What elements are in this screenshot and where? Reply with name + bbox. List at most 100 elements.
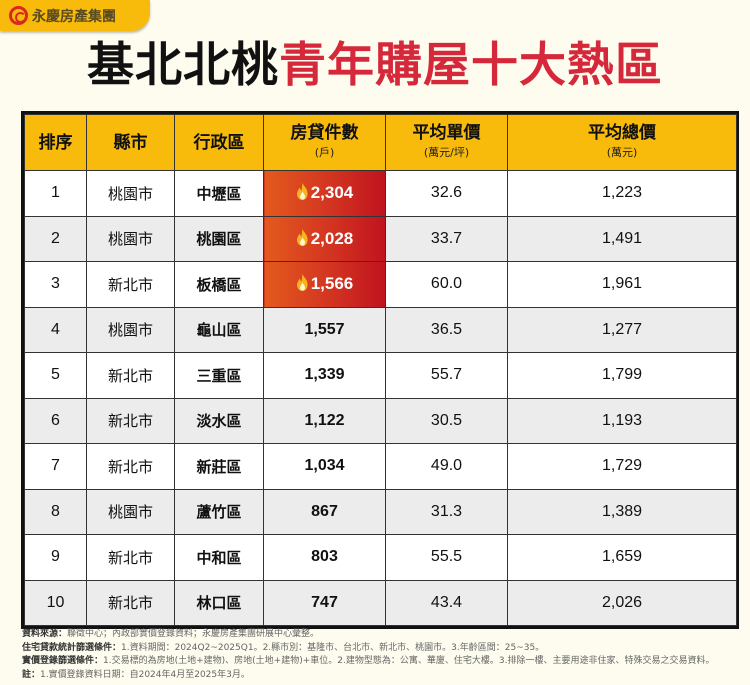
title-topic: 青年購屋十大熱區 <box>279 38 663 93</box>
loan-count-value: 747 <box>311 593 338 611</box>
cell-district: 中壢區 <box>174 170 264 217</box>
flame-icon <box>296 183 309 201</box>
header-label: 行政區 <box>193 132 245 153</box>
cell-total-price: 1,659 <box>507 534 737 581</box>
note-label: 實價登錄篩選條件： <box>22 656 104 666</box>
cell-city: 新北市 <box>86 579 175 626</box>
loan-count-value: 2,028 <box>310 228 354 248</box>
cell-district: 中和區 <box>174 534 264 581</box>
table-row: 3 新北市 板橋區 1,566 60.0 1,961 <box>24 261 737 308</box>
cell-rank: 8 <box>24 488 87 535</box>
table-row: 9 新北市 中和區 803 55.5 1,659 <box>24 534 737 581</box>
note-label: 住宅貸款統計篩選條件： <box>22 642 122 653</box>
header-unit: (萬元) <box>606 145 638 159</box>
table-header-row: 排序 縣市 行政區 房貸件數 (戶) 平均單價 (萬元/坪) 平均總價 (萬元) <box>24 114 737 171</box>
cell-rank: 3 <box>24 261 87 308</box>
cell-rank: 6 <box>24 397 87 444</box>
header-total-price: 平均總價 (萬元) <box>507 114 737 171</box>
cell-total-price: 1,729 <box>507 443 737 490</box>
cell-district: 蘆竹區 <box>174 488 264 535</box>
flame-icon <box>296 274 309 292</box>
cell-district: 板橋區 <box>174 261 264 308</box>
cell-rank: 9 <box>24 534 87 581</box>
cell-district: 桃園區 <box>174 215 264 262</box>
cell-unit-price: 55.7 <box>385 352 508 399</box>
cell-unit-price: 32.6 <box>385 170 508 217</box>
table-row: 5 新北市 三重區 1,339 55.7 1,799 <box>24 352 737 399</box>
cell-unit-price: 60.0 <box>385 261 508 308</box>
note-text: 聯徵中心；內政部實價登錄資料；永慶房產集團研展中心彙整。 <box>67 629 320 639</box>
loan-count-value: 1,566 <box>310 274 354 294</box>
cell-city: 新北市 <box>86 261 175 308</box>
cell-district: 三重區 <box>174 352 264 399</box>
cell-rank: 2 <box>24 215 87 262</box>
cell-loan-count: 2,028 <box>263 215 386 262</box>
cell-total-price: 1,799 <box>507 352 737 399</box>
cell-city: 桃園市 <box>86 306 175 353</box>
cell-rank: 4 <box>24 306 87 353</box>
cell-city: 新北市 <box>86 397 175 444</box>
note-text: 1.實價登錄資料日期：自2024年4月至2025年3月。 <box>40 669 250 680</box>
note-text: 1.交易標的為房地(土地+建物)、房地(土地+建物)+車位。2.建物型態為：公寓… <box>103 656 715 666</box>
footnotes: 資料來源：聯徵中心；內政部實價登錄資料；永慶房產集團研展中心彙整。 住宅貸款統計… <box>22 628 742 682</box>
cell-unit-price: 36.5 <box>385 306 508 353</box>
title-region: 基北北桃 <box>87 38 279 93</box>
cell-loan-count: 1,339 <box>263 352 386 399</box>
cell-rank: 1 <box>24 170 87 217</box>
cell-city: 桃園市 <box>86 488 175 535</box>
header-unit: (萬元/坪) <box>423 145 470 159</box>
header-loan-count: 房貸件數 (戶) <box>263 114 386 171</box>
header-unit: (戶) <box>314 145 335 159</box>
loan-count-value: 1,339 <box>304 366 345 384</box>
header-label: 平均單價 <box>412 122 481 143</box>
table-row: 7 新北市 新莊區 1,034 49.0 1,729 <box>24 443 737 490</box>
note-label: 資料來源： <box>22 629 68 639</box>
table-row: 1 桃園市 中壢區 2,304 32.6 1,223 <box>24 170 737 217</box>
cell-city: 新北市 <box>86 443 175 490</box>
cell-city: 桃園市 <box>86 170 175 217</box>
header-label: 平均總價 <box>588 122 656 143</box>
cell-loan-count: 1,122 <box>263 397 386 444</box>
table-row: 2 桃園市 桃園區 2,028 33.7 1,491 <box>24 215 737 262</box>
cell-loan-count: 867 <box>263 488 386 535</box>
flame-icon <box>296 228 309 246</box>
cell-total-price: 1,961 <box>507 261 737 308</box>
cell-loan-count: 1,557 <box>263 306 386 353</box>
loan-count-value: 867 <box>311 502 338 520</box>
loan-count-value: 1,557 <box>304 320 345 338</box>
cell-loan-count: 1,034 <box>263 443 386 490</box>
note-transaction-criteria: 實價登錄篩選條件：1.交易標的為房地(土地+建物)、房地(土地+建物)+車位。2… <box>22 655 742 669</box>
cell-district: 淡水區 <box>174 397 264 444</box>
brand-banner: 永慶房產集團 <box>0 0 150 31</box>
cell-total-price: 1,491 <box>507 215 737 262</box>
header-rank: 排序 <box>24 114 87 171</box>
cell-unit-price: 31.3 <box>385 488 508 535</box>
cell-district: 林口區 <box>174 579 264 626</box>
table-row: 10 新北市 林口區 747 43.4 2,026 <box>24 579 737 626</box>
loan-count-value: 803 <box>311 548 338 566</box>
cell-loan-count: 747 <box>263 579 386 626</box>
cell-district: 龜山區 <box>174 306 264 353</box>
cell-total-price: 1,277 <box>507 306 737 353</box>
cell-total-price: 2,026 <box>507 579 737 626</box>
table-row: 4 桃園市 龜山區 1,557 36.5 1,277 <box>24 306 737 353</box>
cell-unit-price: 49.0 <box>385 443 508 490</box>
header-unit-price: 平均單價 (萬元/坪) <box>385 114 508 171</box>
header-district: 行政區 <box>174 114 264 171</box>
cell-rank: 10 <box>24 579 87 626</box>
cell-unit-price: 55.5 <box>385 534 508 581</box>
header-label: 排序 <box>38 132 73 153</box>
note-text: 1.資料期間：2024Q2~2025Q1。2.縣市別：基隆市、台北市、新北市、桃… <box>121 642 545 653</box>
cell-city: 新北市 <box>86 352 175 399</box>
cell-unit-price: 30.5 <box>385 397 508 444</box>
cell-loan-count: 1,566 <box>263 261 386 308</box>
table-row: 8 桃園市 蘆竹區 867 31.3 1,389 <box>24 488 737 535</box>
cell-total-price: 1,223 <box>507 170 737 217</box>
cell-total-price: 1,193 <box>507 397 737 444</box>
note-label: 註： <box>22 669 41 680</box>
cell-rank: 7 <box>24 443 87 490</box>
cell-rank: 5 <box>24 352 87 399</box>
note-remark: 註：1.實價登錄資料日期：自2024年4月至2025年3月。 <box>22 669 742 683</box>
table-row: 6 新北市 淡水區 1,122 30.5 1,193 <box>24 397 737 444</box>
yungching-logo-icon <box>9 6 28 25</box>
